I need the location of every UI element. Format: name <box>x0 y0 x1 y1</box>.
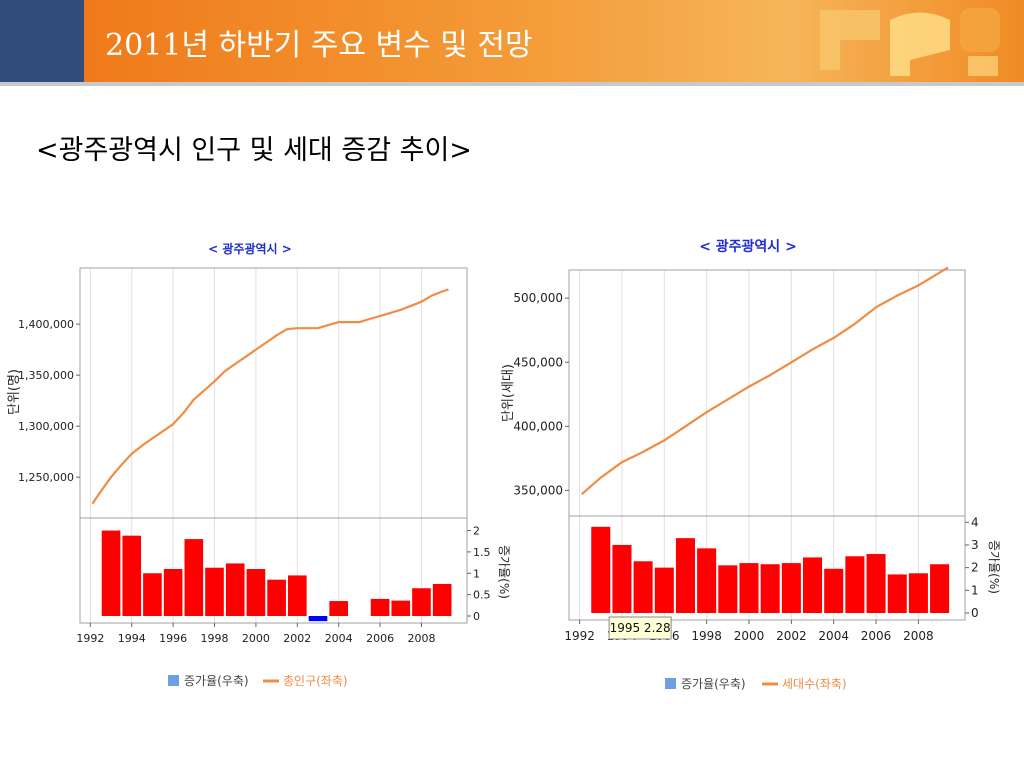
growth-bar <box>143 573 162 616</box>
growth-bar <box>122 535 142 616</box>
header-divider <box>0 82 1024 86</box>
y-axis-label: 단위(세대) <box>501 364 516 422</box>
growth-bar <box>633 561 653 613</box>
slide-title: <광주광역시 인구 및 세대 증감 추이> <box>36 135 472 166</box>
growth-bar <box>432 583 452 616</box>
x-tick-label: 2004 <box>325 632 353 645</box>
growth-bar <box>163 569 183 616</box>
x-tick-label: 2002 <box>776 629 807 643</box>
y2-axis-label: 증가율(%) <box>497 545 511 599</box>
growth-bar <box>391 600 411 616</box>
legend-bar-label: 증가율(우축) <box>681 677 746 691</box>
legend-bar-label: 증가율(우축) <box>184 674 249 688</box>
growth-bar <box>824 568 844 613</box>
growth-bar <box>246 569 266 616</box>
growth-bar <box>412 588 431 616</box>
series-line <box>580 266 949 496</box>
growth-bar <box>887 574 907 613</box>
y-tick-label: 1,400,000 <box>18 318 74 331</box>
x-tick-label: 2008 <box>407 632 435 645</box>
legend-line-label: 총인구(좌축) <box>283 674 348 688</box>
x-tick-label: 1992 <box>564 629 595 643</box>
x-tick-label: 2006 <box>366 632 394 645</box>
x-tick-label: 2002 <box>283 632 311 645</box>
growth-bar <box>845 556 865 613</box>
growth-bar <box>370 598 390 616</box>
growth-bar <box>612 544 632 613</box>
growth-bar <box>329 601 349 616</box>
growth-bar <box>287 575 307 616</box>
y-tick-label: 1,350,000 <box>18 369 74 382</box>
y-tick-label: 350,000 <box>513 483 563 497</box>
growth-bar <box>718 565 738 613</box>
x-tick-label: 1996 <box>159 632 187 645</box>
legend-bar-swatch <box>665 678 676 689</box>
growth-bar <box>225 563 245 616</box>
growth-bar <box>697 548 717 613</box>
x-tick-label: 1998 <box>201 632 229 645</box>
x-tick-label: 2004 <box>818 629 849 643</box>
tooltip-box <box>608 616 672 640</box>
growth-bar <box>184 539 204 616</box>
y2-tick-label: 1 <box>473 567 480 580</box>
y2-tick-label: 4 <box>971 515 979 529</box>
header-blue-block <box>0 0 84 84</box>
growth-bar <box>205 567 224 616</box>
x-tick-label: 2006 <box>861 629 892 643</box>
series-line <box>91 288 449 505</box>
y2-tick-label: 0 <box>971 606 979 620</box>
growth-bar <box>739 563 759 613</box>
x-tick-label: 2000 <box>734 629 765 643</box>
growth-bar <box>781 563 801 613</box>
top-plot-frame <box>568 269 966 517</box>
chart-title: < 광주광역시 > <box>208 241 292 256</box>
growth-bar <box>760 564 780 613</box>
y2-axis-label: 증가율(%) <box>987 540 1001 594</box>
x-tick-label: 2008 <box>903 629 934 643</box>
x-tick-label: 1994 <box>118 632 146 645</box>
y2-tick-label: 0.5 <box>473 589 491 602</box>
y-tick-label: 1,300,000 <box>18 420 74 433</box>
growth-bar <box>930 564 950 613</box>
x-tick-label: 1992 <box>76 632 104 645</box>
y2-tick-label: 2 <box>971 561 979 575</box>
growth-bar <box>101 530 121 616</box>
tooltip-text: 1995 2.28 <box>610 621 671 635</box>
growth-bar <box>308 616 328 622</box>
chart-title: < 광주광역시 > <box>699 238 797 255</box>
legend-line-label: 세대수(좌축) <box>782 677 847 691</box>
growth-bar <box>803 557 823 613</box>
x-tick-label: 1998 <box>691 629 722 643</box>
y2-tick-label: 0 <box>473 610 480 623</box>
x-tick-label: 2000 <box>242 632 270 645</box>
growth-bar <box>908 573 928 613</box>
y2-tick-label: 2 <box>473 525 480 538</box>
y2-tick-label: 1 <box>971 583 979 597</box>
y-tick-label: 1,250,000 <box>18 471 74 484</box>
legend-bar-swatch <box>168 675 179 686</box>
y-tick-label: 450,000 <box>513 355 563 369</box>
header-title: 2011년 하반기 주요 변수 및 전망 <box>105 28 533 63</box>
y-tick-label: 500,000 <box>513 291 563 305</box>
growth-bar <box>591 526 611 613</box>
y-axis-label: 단위(명) <box>7 369 22 415</box>
bottom-plot-frame <box>79 517 468 624</box>
header-decoration-graphic <box>820 8 1000 76</box>
y2-tick-label: 3 <box>971 538 979 552</box>
y-tick-label: 400,000 <box>513 419 563 433</box>
growth-bar <box>654 567 674 613</box>
growth-bar <box>866 554 886 613</box>
slide-header: 2011년 하반기 주요 변수 및 전망 <box>0 0 1024 86</box>
growth-bar <box>267 579 286 616</box>
y2-tick-label: 1.5 <box>473 546 491 559</box>
growth-bar <box>675 538 695 613</box>
